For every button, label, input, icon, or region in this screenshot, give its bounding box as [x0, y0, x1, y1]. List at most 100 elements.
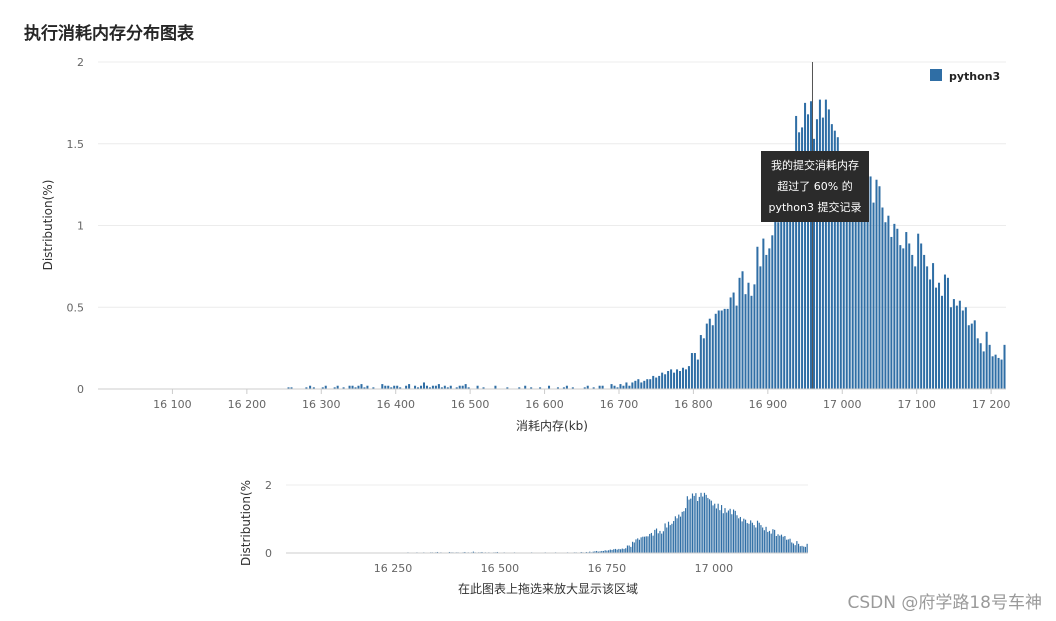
main-bar[interactable] — [419, 385, 423, 389]
main-bar[interactable] — [482, 387, 485, 389]
main-bar[interactable] — [821, 117, 824, 389]
nav-bar[interactable] — [654, 529, 656, 553]
main-bar[interactable] — [866, 184, 869, 389]
main-bar[interactable] — [774, 212, 777, 389]
main-bar[interactable] — [711, 325, 714, 389]
main-bar[interactable] — [571, 387, 574, 389]
main-bar[interactable] — [622, 385, 625, 389]
main-bar[interactable] — [878, 186, 881, 389]
nav-bar[interactable] — [628, 545, 630, 553]
main-bar[interactable] — [390, 387, 393, 389]
main-bar[interactable] — [417, 387, 420, 389]
main-bar[interactable] — [673, 372, 676, 389]
nav-bar[interactable] — [683, 511, 685, 553]
nav-bar[interactable] — [768, 530, 771, 553]
nav-bar[interactable] — [679, 516, 682, 553]
nav-bar[interactable] — [626, 545, 629, 553]
nav-bar[interactable] — [741, 521, 743, 553]
main-bar[interactable] — [342, 387, 345, 389]
nav-bar[interactable] — [779, 535, 781, 553]
main-bar[interactable] — [771, 235, 774, 389]
main-bar[interactable] — [506, 387, 509, 389]
main-bar[interactable] — [324, 385, 327, 389]
main-bar[interactable] — [854, 158, 857, 389]
main-bar[interactable] — [958, 300, 961, 389]
main-bar[interactable] — [887, 215, 890, 389]
nav-bar[interactable] — [762, 527, 764, 554]
nav-bar[interactable] — [717, 503, 719, 553]
legend[interactable]: python3 — [930, 69, 1000, 83]
nav-bar[interactable] — [599, 551, 601, 553]
main-bar[interactable] — [616, 387, 619, 389]
main-bar[interactable] — [518, 387, 521, 389]
main-bar[interactable] — [970, 323, 973, 389]
main-bar[interactable] — [738, 277, 741, 389]
main-bar[interactable] — [851, 182, 854, 389]
main-bar[interactable] — [399, 387, 402, 389]
main-bar[interactable] — [926, 266, 929, 389]
main-bar[interactable] — [583, 387, 586, 389]
nav-bar[interactable] — [767, 531, 769, 553]
main-bar[interactable] — [884, 222, 887, 389]
nav-bar[interactable] — [681, 511, 683, 553]
main-bar[interactable] — [902, 248, 905, 389]
nav-bar[interactable] — [787, 539, 789, 553]
main-bar[interactable] — [967, 325, 970, 389]
nav-bar[interactable] — [667, 521, 670, 553]
main-bar[interactable] — [631, 382, 634, 389]
main-bar[interactable] — [649, 379, 652, 389]
main-bar[interactable] — [762, 238, 765, 389]
nav-bar[interactable] — [623, 548, 625, 553]
main-bar[interactable] — [955, 305, 958, 389]
main-bar[interactable] — [973, 320, 976, 389]
main-bar[interactable] — [702, 338, 705, 389]
nav-bar[interactable] — [798, 543, 800, 553]
main-bar[interactable] — [524, 385, 527, 389]
nav-bar[interactable] — [763, 530, 765, 553]
nav-bar[interactable] — [719, 510, 721, 553]
main-bar[interactable] — [732, 292, 735, 389]
main-bar[interactable] — [935, 287, 938, 389]
main-bar[interactable] — [655, 377, 658, 389]
main-bar[interactable] — [443, 385, 446, 389]
main-bar[interactable] — [440, 387, 443, 389]
nav-bar[interactable] — [662, 531, 664, 553]
main-bar[interactable] — [681, 367, 685, 389]
main-bar[interactable] — [932, 263, 935, 389]
nav-bar[interactable] — [643, 536, 646, 553]
main-bar[interactable] — [1003, 344, 1006, 389]
main-bar[interactable] — [586, 385, 589, 389]
nav-bar[interactable] — [784, 536, 786, 553]
main-bar[interactable] — [985, 331, 988, 389]
main-bar[interactable] — [434, 385, 437, 389]
main-bar[interactable] — [565, 385, 568, 389]
main-bar[interactable] — [348, 385, 351, 389]
main-bar[interactable] — [949, 307, 952, 389]
main-bar[interactable] — [798, 132, 801, 389]
nav-bar[interactable] — [765, 526, 767, 553]
nav-bar[interactable] — [782, 536, 784, 553]
main-bar[interactable] — [979, 343, 982, 389]
main-bar[interactable] — [976, 338, 979, 389]
nav-bar[interactable] — [688, 499, 690, 553]
nav-bar[interactable] — [720, 505, 723, 553]
main-bars[interactable] — [287, 99, 1006, 390]
main-bar[interactable] — [792, 173, 795, 389]
nav-bar[interactable] — [794, 545, 796, 553]
main-bar[interactable] — [997, 357, 1000, 389]
main-bar[interactable] — [765, 254, 768, 389]
main-bar[interactable] — [839, 160, 842, 389]
nav-bar[interactable] — [472, 551, 474, 553]
nav-bar[interactable] — [755, 527, 757, 554]
main-bar[interactable] — [437, 384, 440, 389]
nav-bar[interactable] — [616, 549, 618, 553]
nav-bar[interactable] — [649, 533, 651, 553]
main-bar[interactable] — [405, 385, 408, 389]
nav-bar[interactable] — [638, 539, 641, 553]
nav-bar[interactable] — [727, 510, 729, 554]
main-bar[interactable] — [661, 372, 664, 389]
main-bar[interactable] — [467, 387, 470, 389]
nav-bar[interactable] — [760, 525, 762, 553]
nav-bar[interactable] — [618, 548, 620, 553]
main-bar[interactable] — [646, 379, 649, 389]
